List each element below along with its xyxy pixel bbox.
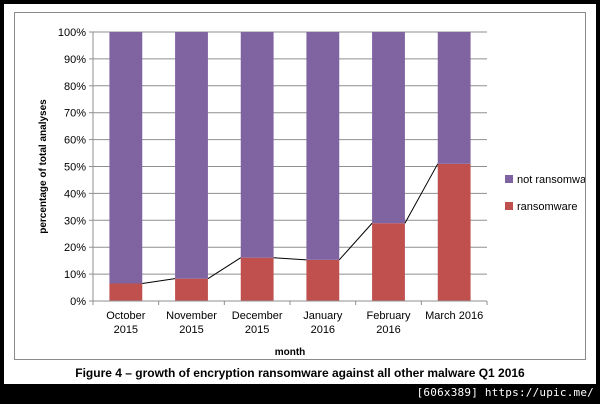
- x-tick-label: 2015: [179, 324, 203, 336]
- bar-not-ransomware: [109, 32, 143, 284]
- y-tick-label: 80%: [64, 81, 86, 93]
- legend-label: not ransomware: [517, 174, 585, 186]
- x-tick-label: 2016: [311, 324, 335, 336]
- x-tick-label: 2016: [376, 324, 400, 336]
- bar-ransomware: [109, 283, 143, 301]
- ransomware-trend-line: [142, 163, 439, 285]
- y-tick-label: 0%: [70, 296, 86, 308]
- bar-not-ransomware: [372, 32, 405, 224]
- x-tick-label: March 2016: [425, 310, 483, 322]
- x-tick-label: December: [232, 310, 283, 322]
- y-tick-label: 100%: [58, 27, 86, 39]
- legend-swatch: [505, 202, 513, 210]
- legend-label: ransomware: [517, 201, 578, 213]
- bar-ransomware: [306, 259, 340, 301]
- figure-panel: 0% 10% 20% 30% 40% 50% 60% 70% 80% 90% 100% October…: [4, 4, 596, 384]
- y-tick-label: 60%: [64, 135, 86, 147]
- x-tick-label: January: [303, 310, 343, 322]
- x-tick-label: 2015: [114, 324, 138, 336]
- bar-not-ransomware: [175, 32, 208, 279]
- y-tick-label: 40%: [64, 188, 86, 200]
- y-tick-label: 90%: [64, 54, 86, 66]
- x-tick-label: February: [366, 310, 411, 322]
- bar-ransomware: [437, 163, 471, 301]
- chart-area: 0% 10% 20% 30% 40% 50% 60% 70% 80% 90% 100% October…: [14, 12, 586, 360]
- y-tick-label: 70%: [64, 108, 86, 120]
- stacked-bar-chart: 0% 10% 20% 30% 40% 50% 60% 70% 80% 90% 100% October…: [38, 27, 585, 358]
- y-tick-label: 10%: [64, 269, 86, 281]
- y-tick-label: 50%: [64, 162, 86, 174]
- y-tick-label: 20%: [64, 242, 86, 254]
- bar-ransomware: [175, 278, 208, 301]
- image-host-footer: [606x389] https://upic.me/: [416, 386, 594, 399]
- y-axis-title: percentage of total analyses: [38, 99, 49, 234]
- x-tick-label: October: [106, 310, 145, 322]
- x-tick-label: 2015: [245, 324, 269, 336]
- x-axis-title: month: [275, 347, 306, 358]
- y-tick-label: 30%: [64, 215, 86, 227]
- bar-not-ransomware: [437, 32, 471, 164]
- legend-swatch: [505, 175, 513, 183]
- bar-ransomware: [240, 257, 274, 301]
- bar-not-ransomware: [306, 32, 340, 260]
- x-tick-label: November: [166, 310, 217, 322]
- bar-not-ransomware: [240, 32, 274, 258]
- figure-caption: Figure 4 – growth of encryption ransomwa…: [75, 366, 525, 380]
- bar-ransomware: [372, 223, 405, 301]
